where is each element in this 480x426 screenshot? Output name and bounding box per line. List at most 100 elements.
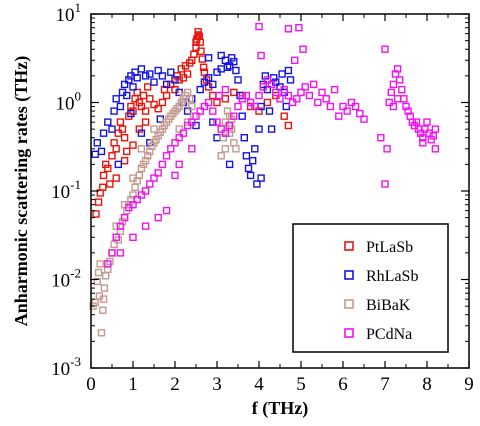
data-point: [120, 133, 129, 142]
data-point: [167, 80, 175, 89]
data-point: [99, 183, 107, 192]
data-point: [112, 145, 120, 153]
legend-label: PCdNa: [366, 326, 412, 343]
data-point: [143, 83, 152, 91]
data-point: [118, 217, 127, 226]
data-point: [108, 152, 116, 160]
data-point: [146, 70, 154, 78]
data-point: [175, 133, 183, 142]
x-tick-label: 4: [254, 374, 264, 395]
points-layer: [89, 22, 440, 337]
data-point: [299, 45, 307, 53]
data-point: [421, 125, 429, 133]
data-point: [419, 133, 427, 142]
data-point: [255, 107, 263, 115]
legend: PtLaSb RhLaSb BiBaK PCdNa: [292, 223, 449, 353]
data-point: [96, 260, 104, 268]
data-point: [104, 260, 112, 268]
data-point: [129, 191, 137, 199]
data-point: [188, 118, 196, 126]
data-point: [196, 85, 204, 94]
data-point: [137, 191, 146, 199]
data-point: [150, 125, 158, 133]
data-point: [171, 76, 179, 84]
data-point: [209, 107, 217, 115]
data-point: [127, 102, 135, 111]
data-point: [246, 171, 255, 180]
x-axis-label: f (THz): [252, 398, 308, 419]
data-point: [116, 227, 125, 236]
data-point: [104, 118, 112, 126]
data-point: [110, 240, 118, 249]
data-point: [391, 70, 400, 78]
y-tick-label: 101: [56, 0, 82, 26]
data-point: [261, 72, 269, 80]
data-point: [150, 174, 158, 182]
data-point: [356, 109, 364, 118]
data-point: [280, 112, 288, 120]
data-point: [301, 83, 309, 91]
data-point: [377, 133, 385, 142]
data-point: [263, 98, 272, 107]
x-tick-label: 5: [296, 374, 306, 395]
data-point: [158, 72, 167, 80]
legend-marker: [344, 328, 354, 338]
data-point: [223, 63, 232, 72]
data-point: [196, 38, 204, 46]
data-point: [154, 104, 162, 113]
data-point: [204, 74, 213, 82]
data-point: [398, 85, 406, 94]
data-point: [112, 222, 120, 230]
y-tick-label: 10-1: [51, 177, 81, 203]
data-point: [192, 38, 200, 46]
data-point: [93, 139, 102, 147]
data-point: [179, 129, 188, 137]
data-point: [146, 147, 154, 156]
data-point: [202, 76, 211, 84]
data-point: [431, 145, 440, 153]
data-point: [171, 171, 179, 180]
x-tick-label: 1: [128, 374, 138, 395]
data-point: [232, 145, 240, 153]
data-point: [393, 95, 402, 103]
data-point: [387, 88, 395, 97]
data-point: [284, 121, 293, 130]
data-point: [137, 164, 146, 173]
data-point: [242, 152, 251, 160]
data-point: [297, 88, 305, 97]
data-point: [188, 102, 196, 111]
data-point: [309, 80, 318, 89]
data-point: [255, 125, 263, 133]
data-point: [175, 102, 183, 111]
data-point: [118, 125, 127, 133]
series-pcdna: [104, 22, 440, 268]
x-tick-label: 3: [212, 374, 222, 395]
data-point: [200, 68, 209, 76]
data-point: [215, 91, 223, 100]
data-point: [137, 102, 146, 111]
data-point: [141, 72, 150, 80]
data-point: [389, 102, 398, 111]
legend-box: [292, 223, 449, 353]
data-point: [383, 145, 391, 153]
data-point: [91, 298, 99, 307]
data-point: [286, 76, 295, 84]
data-point: [197, 47, 205, 55]
data-point: [213, 118, 221, 126]
data-point: [217, 125, 225, 133]
data-point: [314, 98, 322, 107]
data-point: [221, 85, 230, 94]
data-point: [143, 152, 152, 160]
y-tick-label: 10-2: [51, 266, 81, 292]
data-point: [217, 51, 225, 60]
data-point: [284, 91, 293, 100]
data-point: [295, 24, 303, 32]
data-point: [255, 22, 263, 31]
data-point: [272, 88, 280, 97]
data-point: [253, 180, 261, 188]
data-point: [162, 80, 171, 89]
data-point: [267, 125, 276, 133]
data-point: [412, 118, 421, 126]
data-point: [150, 78, 158, 86]
data-point: [99, 295, 108, 303]
